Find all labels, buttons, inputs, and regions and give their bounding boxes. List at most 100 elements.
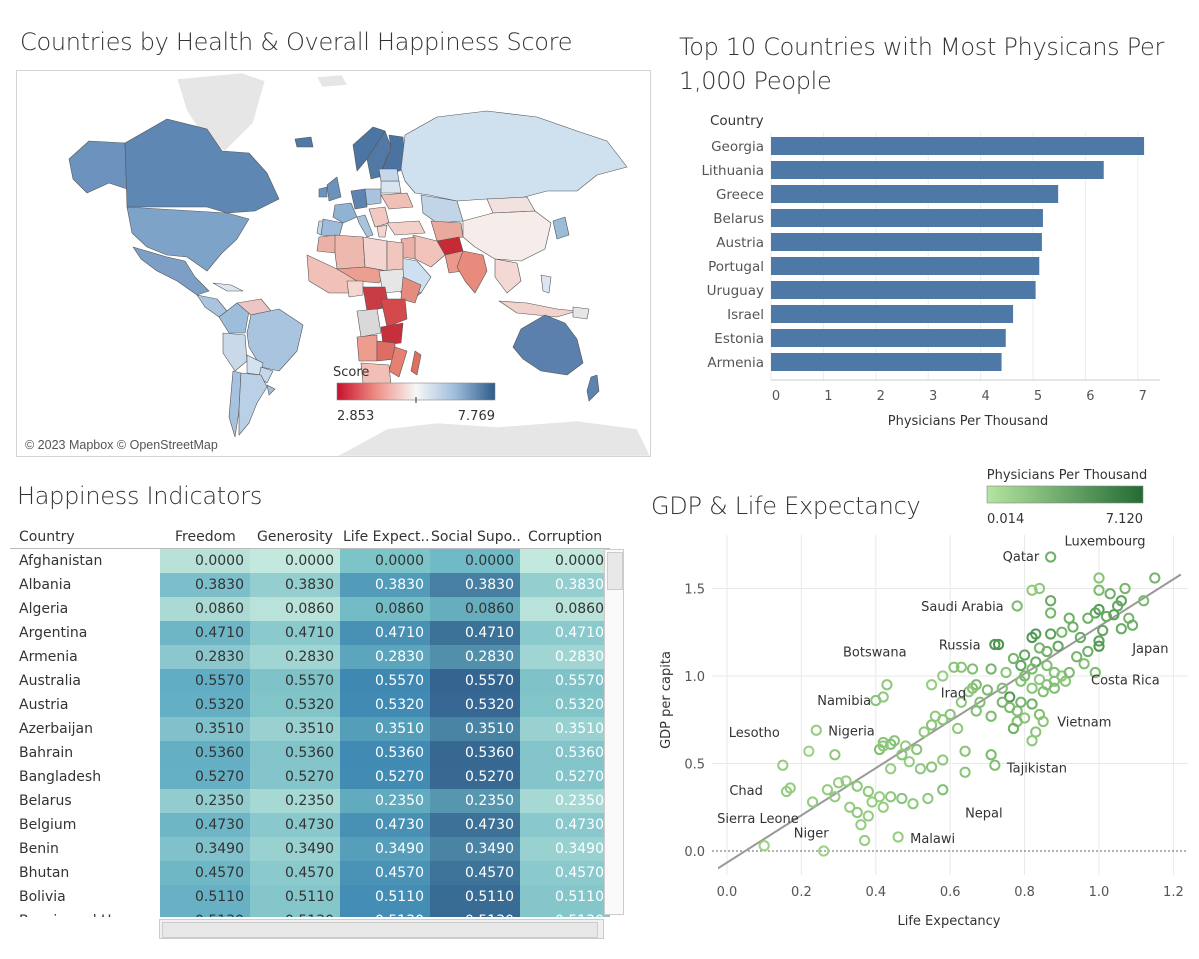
scatter-point[interactable] <box>1089 607 1101 619</box>
heatmap-cell[interactable]: 0.5360 <box>250 741 340 765</box>
scatter-point[interactable] <box>780 785 793 798</box>
heatmap-vertical-scrollbar[interactable] <box>604 549 624 915</box>
heatmap-cell[interactable]: 0.5270 <box>430 765 520 789</box>
heatmap-cell[interactable]: 0.4570 <box>250 861 340 885</box>
scatter-point[interactable] <box>914 763 927 775</box>
heatmap-body[interactable]: Afghanistan 0.0000 0.0000 0.0000 0.0000 0.000… <box>10 549 610 917</box>
scatter-point[interactable] <box>877 801 889 813</box>
heatmap-cell[interactable]: 0.3510 <box>160 717 250 741</box>
scatter-point[interactable] <box>862 785 874 798</box>
heatmap-cell[interactable]: 0.5130 <box>160 909 250 917</box>
scatter-point[interactable] <box>833 777 845 789</box>
heatmap-cell[interactable]: 0.4570 <box>430 861 520 885</box>
scatter-point[interactable] <box>859 834 871 847</box>
scatter-point[interactable] <box>1026 663 1038 675</box>
scatter-point[interactable] <box>1019 649 1031 661</box>
heatmap-cell[interactable]: 0.0860 <box>430 597 520 621</box>
scatter-point[interactable] <box>955 661 967 673</box>
heatmap-table[interactable]: Country Freedom Generosity Life Expect.. Soc… <box>10 525 625 917</box>
scatter-point[interactable] <box>896 792 908 805</box>
scatter-point[interactable] <box>1071 651 1083 663</box>
scatter-point[interactable] <box>877 736 889 749</box>
scatter-point[interactable] <box>1082 645 1094 658</box>
scatter-point[interactable] <box>907 798 919 810</box>
heatmap-cell[interactable]: 0.5110 <box>430 885 520 909</box>
heatmap-cell[interactable]: 0.5570 <box>250 669 340 693</box>
scatter-point[interactable] <box>937 754 949 766</box>
scatter-point[interactable] <box>777 759 789 771</box>
scatter-point[interactable] <box>1063 612 1075 624</box>
scatter-point[interactable] <box>866 796 878 808</box>
heatmap-row[interactable]: Argentina 0.4710 0.4710 0.4710 0.4710 0.4710 <box>10 621 610 645</box>
bar-mark[interactable] <box>771 209 1043 227</box>
heatmap-cell[interactable]: 0.5570 <box>160 669 250 693</box>
heatmap-cell[interactable]: 0.4570 <box>160 861 250 885</box>
heatmap-cell[interactable]: 0.0860 <box>160 597 250 621</box>
heatmap-cell[interactable]: 0.4730 <box>160 813 250 837</box>
scatter-point[interactable] <box>911 743 923 756</box>
heatmap-cell[interactable]: 0.5320 <box>250 693 340 717</box>
scatter-point[interactable] <box>1093 584 1105 596</box>
scatter-point[interactable] <box>1037 686 1049 698</box>
scatter-point[interactable] <box>1015 696 1027 708</box>
heatmap-cell[interactable]: 0.4730 <box>520 813 610 837</box>
heatmap-cell[interactable]: 0.5270 <box>160 765 250 789</box>
scatter-point[interactable] <box>1007 652 1020 665</box>
scatter-point[interactable] <box>959 766 971 778</box>
heatmap-cell[interactable]: 0.5320 <box>340 693 430 717</box>
scatter-point[interactable] <box>1074 631 1086 644</box>
heatmap-cell[interactable]: 0.3830 <box>160 573 250 597</box>
scatter-point[interactable] <box>996 682 1008 694</box>
heatmap-cell[interactable]: 0.4710 <box>520 621 610 645</box>
heatmap-header-col[interactable]: Generosity <box>257 529 333 545</box>
heatmap-row[interactable]: Armenia 0.2830 0.2830 0.2830 0.2830 0.2830 <box>10 645 610 669</box>
scatter-point[interactable] <box>1078 658 1090 670</box>
heatmap-cell[interactable]: 0.4730 <box>430 813 520 837</box>
heatmap-row[interactable]: Belarus 0.2350 0.2350 0.2350 0.2350 0.2350 <box>10 789 610 813</box>
scatter-point[interactable] <box>992 638 1005 651</box>
scatter-point[interactable] <box>1100 610 1113 623</box>
heatmap-cell[interactable]: 0.2350 <box>520 789 610 813</box>
scatter-point[interactable] <box>1007 722 1020 735</box>
scatter-point[interactable] <box>821 784 834 796</box>
heatmap-cell[interactable]: 0.3490 <box>520 837 610 861</box>
scatter-point[interactable] <box>881 679 893 691</box>
heatmap-cell[interactable]: 0.3510 <box>340 717 430 741</box>
heatmap-cell[interactable]: 0.3830 <box>340 573 430 597</box>
heatmap-cell[interactable]: 0.5130 <box>340 909 430 917</box>
scatter-point[interactable] <box>1041 659 1053 672</box>
scatter-point[interactable] <box>937 784 949 796</box>
scatter-point[interactable] <box>829 749 841 761</box>
bar-mark[interactable] <box>771 257 1040 275</box>
scatter-point[interactable] <box>989 759 1001 771</box>
scatter-point[interactable] <box>1004 701 1016 714</box>
bar-mark[interactable] <box>771 185 1059 203</box>
heatmap-cell[interactable]: 0.2830 <box>160 645 250 669</box>
scatter-point[interactable] <box>922 792 934 805</box>
scatter-point[interactable] <box>1015 675 1027 687</box>
scatter-point[interactable] <box>1026 631 1038 644</box>
heatmap-cell[interactable]: 0.4710 <box>340 621 430 645</box>
scatter-point[interactable] <box>1026 584 1038 596</box>
scatter-point[interactable] <box>885 763 897 775</box>
bar-mark[interactable] <box>771 161 1104 179</box>
scatter-point[interactable] <box>1104 588 1116 600</box>
scatter-point[interactable] <box>1126 619 1139 631</box>
heatmap-cell[interactable]: 0.3510 <box>250 717 340 741</box>
heatmap-row[interactable]: Austria 0.5320 0.5320 0.5320 0.5320 0.5320 <box>10 693 610 717</box>
heatmap-cell[interactable]: 0.4710 <box>160 621 250 645</box>
bar-mark[interactable] <box>771 137 1145 155</box>
heatmap-row[interactable]: Azerbaijan 0.3510 0.3510 0.3510 0.3510 0.3510 <box>10 717 610 741</box>
heatmap-row[interactable]: Albania 0.3830 0.3830 0.3830 0.3830 0.3830 <box>10 573 610 597</box>
heatmap-cell[interactable]: 0.5270 <box>520 765 610 789</box>
heatmap-cell[interactable]: 0.5130 <box>430 909 520 917</box>
scatter-point[interactable] <box>1000 666 1012 679</box>
scatter-point[interactable] <box>1108 609 1120 621</box>
scatter-point[interactable] <box>1093 572 1105 584</box>
scatter-point[interactable] <box>1048 682 1060 694</box>
heatmap-header-col[interactable]: Corruption <box>528 529 603 545</box>
heatmap-row[interactable]: Afghanistan 0.0000 0.0000 0.0000 0.0000 0.000… <box>10 549 610 573</box>
heatmap-row[interactable]: Benin 0.3490 0.3490 0.3490 0.3490 0.3490 <box>10 837 610 861</box>
heatmap-cell[interactable]: 0.4710 <box>430 621 520 645</box>
scatter-point[interactable] <box>1026 735 1038 747</box>
